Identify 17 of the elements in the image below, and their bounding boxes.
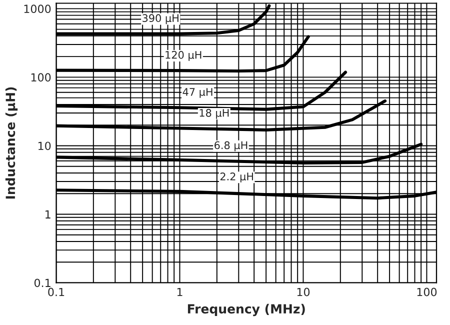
annotation: 18 µH	[200, 108, 229, 119]
y-tick-label: 1000	[24, 4, 51, 14]
annotation: 47 µH	[182, 88, 212, 98]
annotation: 6.8 µH	[214, 141, 248, 152]
y-axis-title: Inductance (µH)	[5, 87, 18, 199]
annotation: 390 µH	[142, 14, 178, 24]
x-tick-label: 0.1	[48, 288, 64, 296]
y-tick-label: 100	[31, 73, 51, 82]
annotation: 2.2 µH	[220, 172, 253, 182]
x-tick-label: 1	[177, 288, 182, 296]
y-tick-label: 1	[46, 210, 50, 218]
x-tick-label: 10	[297, 288, 310, 296]
x-tick-label: 100	[417, 288, 437, 296]
x-axis-title: Frequency (MHz)	[188, 304, 305, 316]
annotation: 120 µH	[166, 50, 202, 61]
y-tick-label: 0.1	[34, 278, 50, 288]
y-tick-label: 10	[38, 142, 51, 150]
